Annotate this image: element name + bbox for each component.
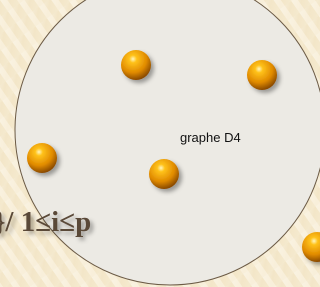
vertex <box>149 159 179 189</box>
graph-label: graphe D4 <box>180 130 241 145</box>
vertex <box>27 143 57 173</box>
page: graphe D4 }/ 1≤i≤p (() => { const data =… <box>0 0 320 287</box>
formula-fragment: }/ 1≤i≤p <box>0 206 91 238</box>
slide: graphe D4 }/ 1≤i≤p <box>0 0 320 287</box>
vertex <box>121 50 151 80</box>
vertex <box>247 60 277 90</box>
